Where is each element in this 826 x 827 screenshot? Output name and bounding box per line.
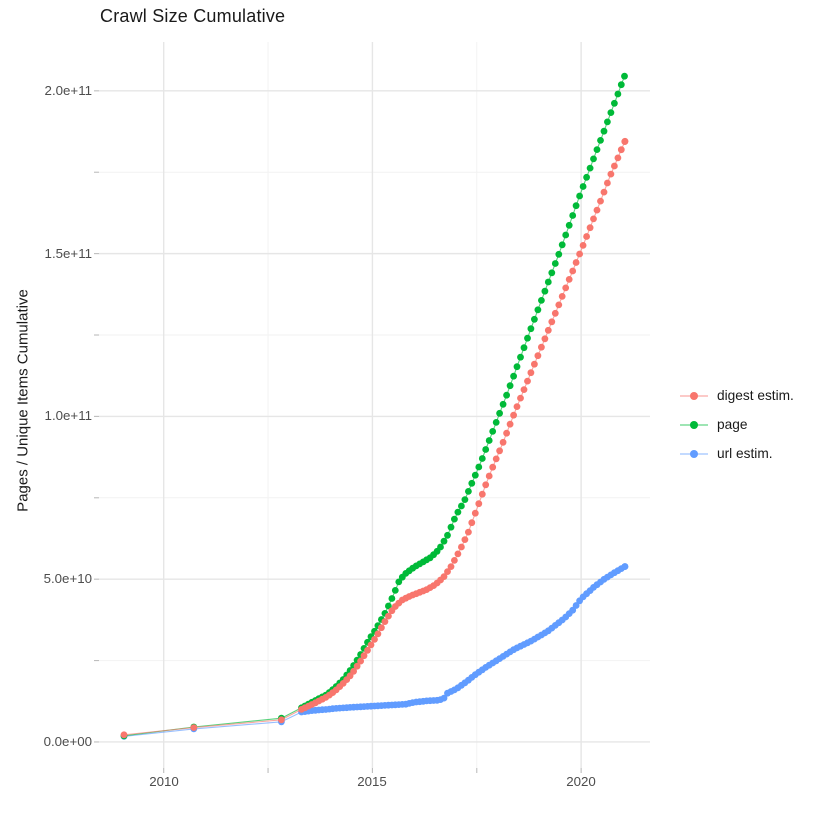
legend-label: digest estim.: [717, 388, 794, 403]
y-tick-label: 1.0e+11: [44, 408, 92, 423]
chart-title: Crawl Size Cumulative: [100, 6, 286, 26]
legend-item-digest-estim: digest estim.: [678, 381, 794, 410]
y-tick-label: 2.0e+11: [44, 83, 92, 98]
x-tick-label: 2020: [566, 774, 596, 789]
legend-key-digest-icon: [680, 391, 708, 400]
y-tick-label: 5.0e+10: [43, 571, 92, 586]
legend-item-page: page: [678, 410, 794, 439]
legend-label: url estim.: [717, 446, 773, 461]
legend-label: page: [717, 417, 748, 432]
y-tick-label: 1.5e+11: [44, 246, 92, 261]
legend-item-url-estim: url estim.: [678, 439, 794, 468]
legend: digest estim. page url estim.: [678, 381, 794, 468]
y-tick-label: 0.0e+00: [43, 734, 92, 749]
legend-key-page-icon: [680, 420, 708, 429]
x-tick-label: 2010: [149, 774, 179, 789]
x-tick-label: 2015: [357, 774, 387, 789]
legend-key-url-icon: [680, 449, 708, 458]
